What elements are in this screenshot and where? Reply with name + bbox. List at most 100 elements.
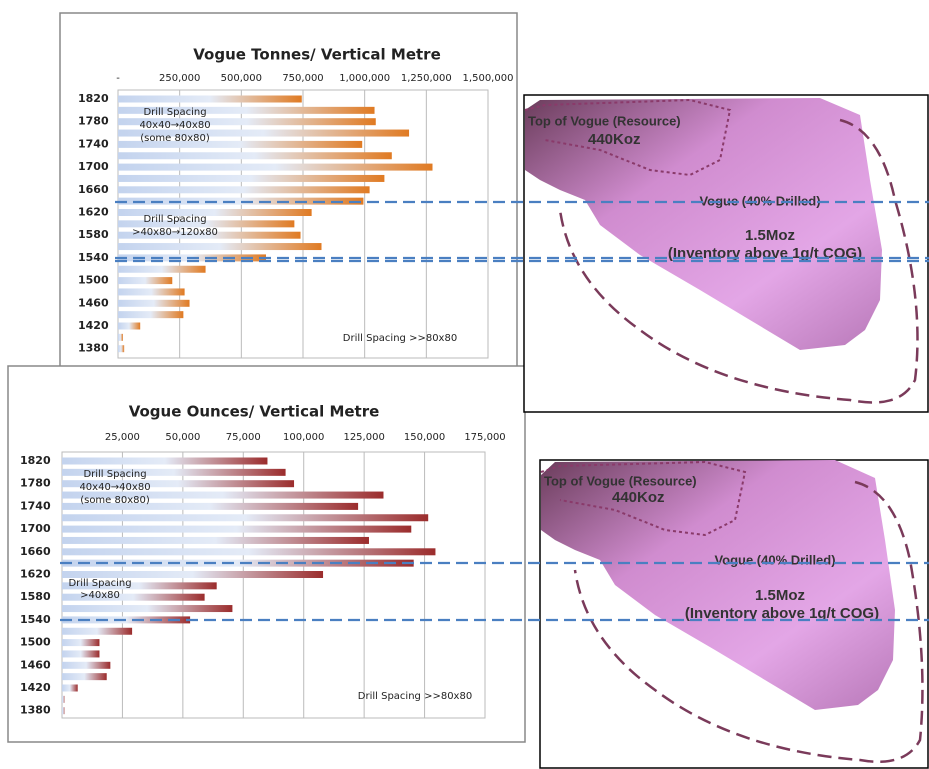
y-tick-label: 1660 [20,545,51,558]
bar [118,345,125,353]
bar [62,468,286,476]
bar [62,491,384,499]
annotation: (some 80x80) [140,133,210,144]
y-tick-label: 1620 [78,206,109,219]
x-tick-label: 25,000 [105,432,140,443]
panel-label: (Inventory above 1g/t COG) [685,605,879,622]
bar [118,277,173,285]
bar [118,322,141,330]
bar [118,265,206,273]
bar [118,95,302,103]
bar [118,174,385,182]
y-tick-label: 1460 [78,296,109,309]
bar [62,707,65,715]
bar [62,514,429,522]
level-lines [60,200,929,622]
bar [62,571,324,578]
x-tick-label: - [116,73,120,84]
bar [118,186,370,194]
annotation: >40x80 [80,590,120,601]
bar [62,639,100,647]
bar [118,197,364,205]
y-tick-label: 1540 [20,613,51,626]
ore-body [541,460,895,710]
panel-label: Vogue (40% Drilled) [714,552,835,567]
x-tick-label: 250,000 [159,73,200,84]
y-tick-label: 1460 [20,658,51,671]
bar [118,163,433,171]
bar [62,695,65,703]
bar [62,582,217,590]
panel-label: 440Koz [612,489,665,506]
y-tick-label: 1740 [78,137,109,150]
annotation: Drill Spacing >>80x80 [343,333,457,344]
annotation: >40x80→120x80 [132,227,218,238]
bar [62,684,78,692]
annotation: Drill Spacing >>80x80 [358,691,472,702]
bar [118,140,363,148]
x-tick-label: 50,000 [165,432,200,443]
resource-outline [540,460,747,537]
bar [62,480,295,488]
bar [118,209,312,216]
panel-label: 440Koz [588,131,641,148]
x-tick-label: 750,000 [282,73,323,84]
chart-title: Vogue Ounces/ Vertical Metre [129,403,380,421]
panel-label: Top of Vogue (Resource) [528,113,681,128]
bar [118,299,190,307]
panel-label: Top of Vogue (Resource) [544,473,697,488]
y-tick-label: 1700 [20,522,51,535]
bar [62,559,414,567]
annotation: Drill Spacing [143,214,206,225]
y-tick-label: 1660 [78,183,109,196]
ore-body [525,98,882,350]
y-tick-label: 1580 [78,228,109,241]
x-tick-label: 1,500,000 [463,73,514,84]
bar [62,525,412,533]
bar [62,616,191,624]
resource-outline [524,98,732,177]
bar [62,548,436,556]
bar [118,106,375,114]
bar [118,220,295,228]
panel-label: 1.5Moz [755,587,805,604]
y-tick-label: 1620 [20,568,51,581]
bar [118,152,392,160]
chart-title: Vogue Tonnes/ Vertical Metre [193,46,441,64]
x-tick-label: 150,000 [404,432,445,443]
y-tick-label: 1540 [78,251,109,264]
section-panel: Top of Vogue (Resource) 440Koz Vogue (40… [539,459,929,769]
y-tick-label: 1380 [20,704,51,717]
y-tick-label: 1820 [78,92,109,105]
bar [62,605,233,613]
y-tick-label: 1580 [20,590,51,603]
bar [62,457,268,465]
y-tick-label: 1780 [20,477,51,490]
y-tick-label: 1780 [78,115,109,128]
x-tick-label: 1,250,000 [401,73,452,84]
charts: Vogue Tonnes/ Vertical Metre - 250,000 500,… [7,12,526,743]
panel-label: (Inventory above 1g/t COG) [668,245,862,262]
bar [118,118,376,126]
x-tick-label: 1,000,000 [339,73,390,84]
y-tick-label: 1740 [20,499,51,512]
x-tick-label: 100,000 [283,432,324,443]
bar [62,502,359,510]
bar [62,593,205,601]
bar [62,661,111,669]
annotation: Drill Spacing [143,107,206,118]
annotation: Drill Spacing [83,469,146,480]
annotation: Drill Spacing [68,578,131,589]
y-tick-label: 1380 [78,342,109,355]
bar [62,536,369,544]
x-tick-label: 75,000 [226,432,261,443]
panel-label: Vogue (40% Drilled) [699,193,820,208]
annotation: 40x40→40x80 [79,482,150,493]
bar [62,673,107,681]
bar [118,243,322,251]
section-panel: Top of Vogue (Resource) 440Koz Vogue (40… [523,94,929,413]
annotation: (some 80x80) [80,495,150,506]
bar [118,311,184,319]
x-tick-label: 175,000 [464,432,505,443]
